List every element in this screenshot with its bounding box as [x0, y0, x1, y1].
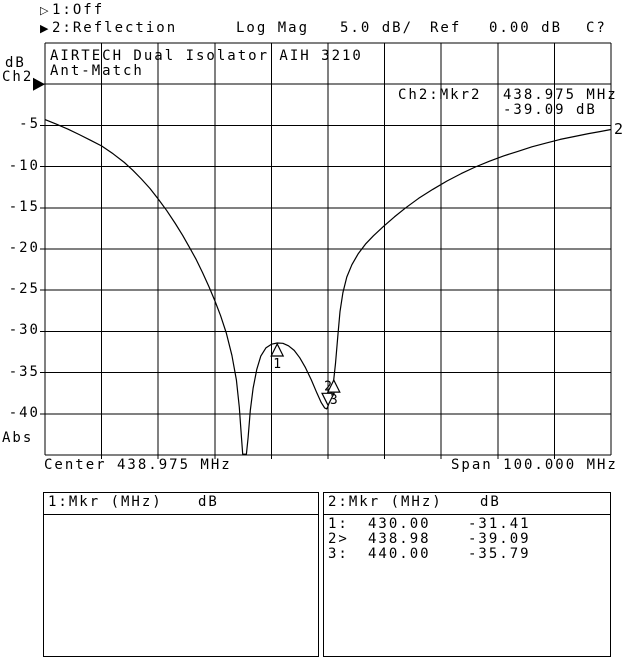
marker-row-db: -39.09	[468, 531, 531, 547]
marker-row-freq: 430.00	[368, 516, 431, 532]
y-tick-label: -25	[8, 281, 40, 297]
marker-3-symbol	[326, 378, 341, 393]
reflection-trace	[44, 119, 612, 455]
y-tick-label: -20	[8, 240, 40, 256]
y-tick-label: -35	[8, 364, 40, 380]
y-tick-label: -30	[8, 322, 40, 338]
marker-table-ch2-header: 2:Mkr (MHz)	[328, 494, 443, 510]
marker-row-id: 1:	[328, 516, 349, 532]
center-frequency-label: Center 438.975 MHz	[44, 457, 232, 473]
marker-readout-freq: 438.975 MHz	[503, 87, 618, 103]
marker-2-symbol	[321, 392, 335, 407]
channel-2-status: 2:Reflection	[52, 20, 178, 36]
y-tick-label: -40	[8, 405, 40, 421]
table-header-divider	[323, 514, 610, 515]
channel-1-marker-icon: ▷	[40, 4, 49, 17]
trace-number-label: 2	[614, 120, 623, 138]
marker-2-number: 2	[324, 379, 332, 394]
marker-readout-value: -39.09 dB	[503, 102, 597, 118]
marker-readout-label: Ch2:Mkr2	[398, 87, 482, 103]
graticule	[40, 42, 612, 459]
marker-1-number: 1	[273, 357, 281, 372]
marker-table-ch1-header: 1:Mkr (MHz)	[48, 494, 163, 510]
y-tick-label: -10	[8, 158, 40, 174]
abs-label: Abs	[2, 430, 34, 446]
trace-title-line1: AIRTECH Dual Isolator AIH 3210	[50, 48, 363, 64]
active-channel-label: Ch2	[2, 69, 34, 85]
marker-table-ch1	[43, 492, 319, 657]
marker-table-ch1-unit: dB	[198, 494, 219, 510]
ref-value: 0.00 dB	[489, 20, 563, 36]
marker-3-number: 3	[330, 393, 338, 408]
ref-level-arrow-icon	[33, 77, 45, 91]
y-axis-unit: dB	[5, 55, 26, 71]
scale-readout: 5.0 dB/	[340, 20, 414, 36]
channel-1-status: 1:Off	[52, 2, 105, 18]
marker-row-db: -31.41	[468, 516, 531, 532]
marker-row-freq: 438.98	[368, 531, 431, 547]
marker-table-ch2-unit: dB	[480, 494, 501, 510]
span-label: Span 100.000 MHz	[451, 457, 618, 473]
table-header-divider	[43, 514, 318, 515]
trace-title-line2: Ant-Match	[50, 63, 144, 79]
channel-2-marker-icon: ▶	[40, 22, 49, 35]
marker-row-id: 3:	[328, 546, 349, 562]
cal-status: C?	[586, 20, 607, 36]
y-tick-label: -5	[19, 116, 40, 132]
marker-1-symbol	[270, 342, 285, 357]
format-readout: Log Mag	[236, 20, 310, 36]
ref-label: Ref	[430, 20, 462, 36]
marker-table-ch2	[323, 492, 611, 657]
marker-row-freq: 440.00	[368, 546, 431, 562]
marker-row-db: -35.79	[468, 546, 531, 562]
y-tick-label: -15	[8, 199, 40, 215]
marker-row-id: 2>	[328, 531, 349, 547]
